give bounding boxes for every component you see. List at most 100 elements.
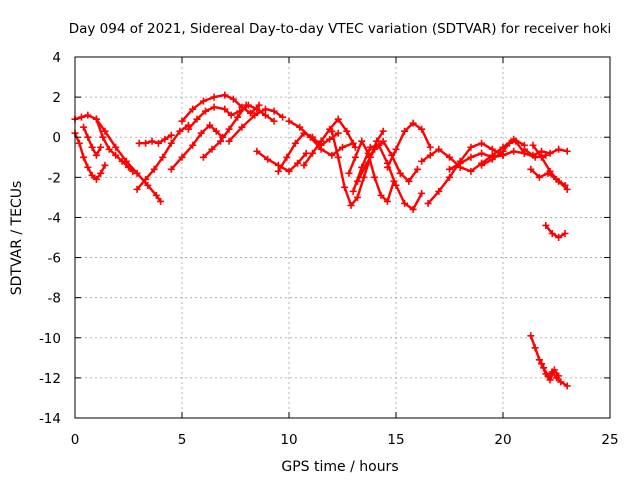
series-trace-t (383, 119, 434, 171)
data-point (328, 127, 336, 135)
data-point (302, 149, 310, 157)
series-trace-j (199, 101, 250, 161)
data-point (396, 169, 404, 177)
data-point (353, 177, 361, 185)
data-point (561, 229, 569, 237)
data-point (535, 173, 543, 181)
data-point (144, 181, 152, 189)
data-point (210, 93, 218, 101)
series-trace-ab (542, 221, 569, 241)
data-point (84, 163, 92, 171)
data-point (392, 145, 400, 153)
series-line (544, 224, 567, 239)
y-tick-label: -8 (48, 291, 61, 307)
data-point (261, 105, 269, 113)
data-point (264, 155, 272, 163)
data-point (351, 143, 359, 151)
data-point (366, 143, 374, 151)
data-point (418, 157, 426, 165)
data-point (555, 234, 563, 241)
series-line (202, 103, 248, 159)
data-point (488, 145, 496, 153)
series-trace-c (80, 123, 105, 159)
data-point (129, 167, 137, 175)
data-point (426, 151, 434, 159)
data-point (285, 167, 293, 175)
data-point (88, 171, 96, 179)
series-trace-d (92, 115, 137, 175)
chart-title: Day 094 of 2021, Sidereal Day-to-day VTE… (69, 21, 612, 37)
data-point (178, 153, 186, 161)
data-point (133, 169, 141, 177)
data-point (199, 97, 207, 105)
data-point (535, 356, 543, 364)
data-point (405, 177, 413, 185)
data-point (246, 109, 254, 117)
data-point (253, 105, 261, 113)
data-point (221, 91, 229, 99)
data-point (199, 153, 207, 161)
data-point (84, 111, 92, 119)
data-point (424, 199, 432, 207)
data-point (142, 139, 150, 147)
data-point (167, 139, 175, 147)
data-point (225, 137, 233, 145)
data-point (555, 145, 563, 153)
data-point (328, 151, 336, 159)
data-point (202, 107, 210, 115)
data-point (101, 127, 109, 135)
data-point (334, 115, 342, 123)
data-point (189, 141, 197, 149)
data-point (92, 175, 100, 183)
data-point (291, 139, 299, 147)
data-point (300, 161, 308, 169)
data-point (353, 193, 361, 201)
data-point (197, 129, 205, 137)
series-trace-aa (529, 141, 571, 193)
data-point (499, 147, 507, 155)
data-point (505, 139, 513, 147)
data-point (270, 107, 278, 115)
data-point (527, 165, 535, 173)
data-point (309, 149, 317, 157)
data-point (112, 143, 120, 151)
data-point (212, 127, 220, 135)
data-point (563, 185, 571, 193)
data-point (413, 165, 421, 173)
data-point (401, 199, 409, 207)
data-series (71, 91, 571, 390)
data-point (306, 133, 314, 141)
data-point (563, 382, 571, 390)
data-point (520, 145, 528, 153)
data-point (221, 105, 229, 113)
series-trace-n (285, 117, 357, 159)
axis-ticks (74, 56, 611, 419)
data-point (435, 187, 443, 195)
data-point (379, 137, 387, 145)
data-point (510, 147, 518, 155)
data-point (478, 149, 486, 157)
data-point (418, 125, 426, 133)
data-point (99, 133, 107, 141)
plot-frame (74, 56, 611, 419)
data-point (529, 151, 537, 159)
y-tick-label: -6 (48, 251, 61, 267)
y-tick-label: -10 (39, 331, 61, 347)
series-line (480, 139, 526, 167)
data-point (294, 159, 302, 167)
x-axis-label: GPS time / hours (281, 459, 398, 475)
data-point (555, 177, 563, 185)
series-line (356, 139, 419, 183)
data-point (435, 145, 443, 153)
data-point (418, 189, 426, 197)
data-point (184, 125, 192, 133)
x-tick-label: 0 (71, 432, 80, 448)
data-point (217, 137, 225, 145)
data-point (251, 111, 259, 119)
data-point (343, 127, 351, 135)
data-point (531, 344, 539, 352)
y-tick-label: 4 (52, 50, 61, 66)
data-point (563, 147, 571, 155)
data-point (80, 123, 88, 131)
